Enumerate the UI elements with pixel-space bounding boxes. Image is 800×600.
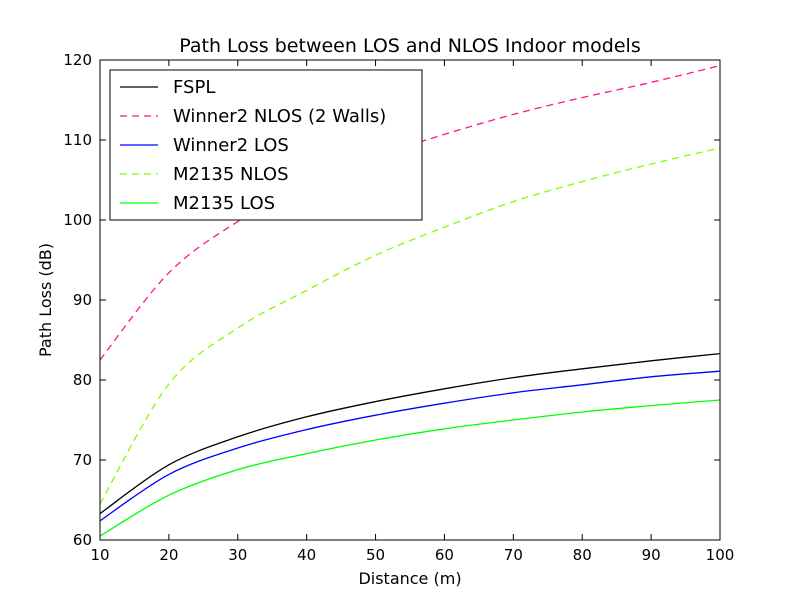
x-tick-label: 100: [706, 546, 735, 564]
x-tick-label: 50: [366, 546, 385, 564]
x-tick-label: 10: [90, 546, 109, 564]
x-tick-label: 70: [504, 546, 523, 564]
legend-box: [109, 69, 423, 221]
chart-title: Path Loss between LOS and NLOS Indoor mo…: [179, 35, 640, 57]
y-tick-label: 120: [63, 51, 92, 69]
legend-label: FSPL: [173, 77, 215, 98]
legend-label: Winner2 LOS: [173, 135, 289, 156]
tick-layer: 10 20 30 40 50 60 70 80 90 100 60 70 80 90 100 110 120: [63, 51, 734, 564]
y-tick-label: 70: [73, 451, 92, 469]
x-tick-label: 30: [228, 546, 247, 564]
series-line-0: [99, 352, 721, 515]
x-tick-label: 40: [297, 546, 316, 564]
y-axis-label: Path Loss (dB): [36, 243, 55, 357]
legend: FSPL Winner2 NLOS (2 Walls) Winner2 LOS M21…: [109, 69, 423, 221]
legend-label: M2135 LOS: [173, 193, 275, 214]
y-tick-label: 80: [73, 371, 92, 389]
x-tick-label: 80: [573, 546, 592, 564]
series-line-4: [99, 399, 721, 537]
series-line-2: [99, 370, 721, 522]
plot-frame: [99, 59, 721, 541]
x-tick-label: 60: [435, 546, 454, 564]
series-line-3: [99, 147, 721, 505]
y-tick-label: 90: [73, 291, 92, 309]
x-tick-label: 90: [642, 546, 661, 564]
y-tick-label: 100: [63, 211, 92, 229]
x-tick-label: 20: [159, 546, 178, 564]
legend-label: M2135 NLOS: [173, 164, 289, 185]
x-axis-label: Distance (m): [358, 569, 461, 588]
legend-label: Winner2 NLOS (2 Walls): [173, 106, 386, 127]
y-tick-label: 60: [73, 531, 92, 549]
y-tick-label: 110: [63, 131, 92, 149]
